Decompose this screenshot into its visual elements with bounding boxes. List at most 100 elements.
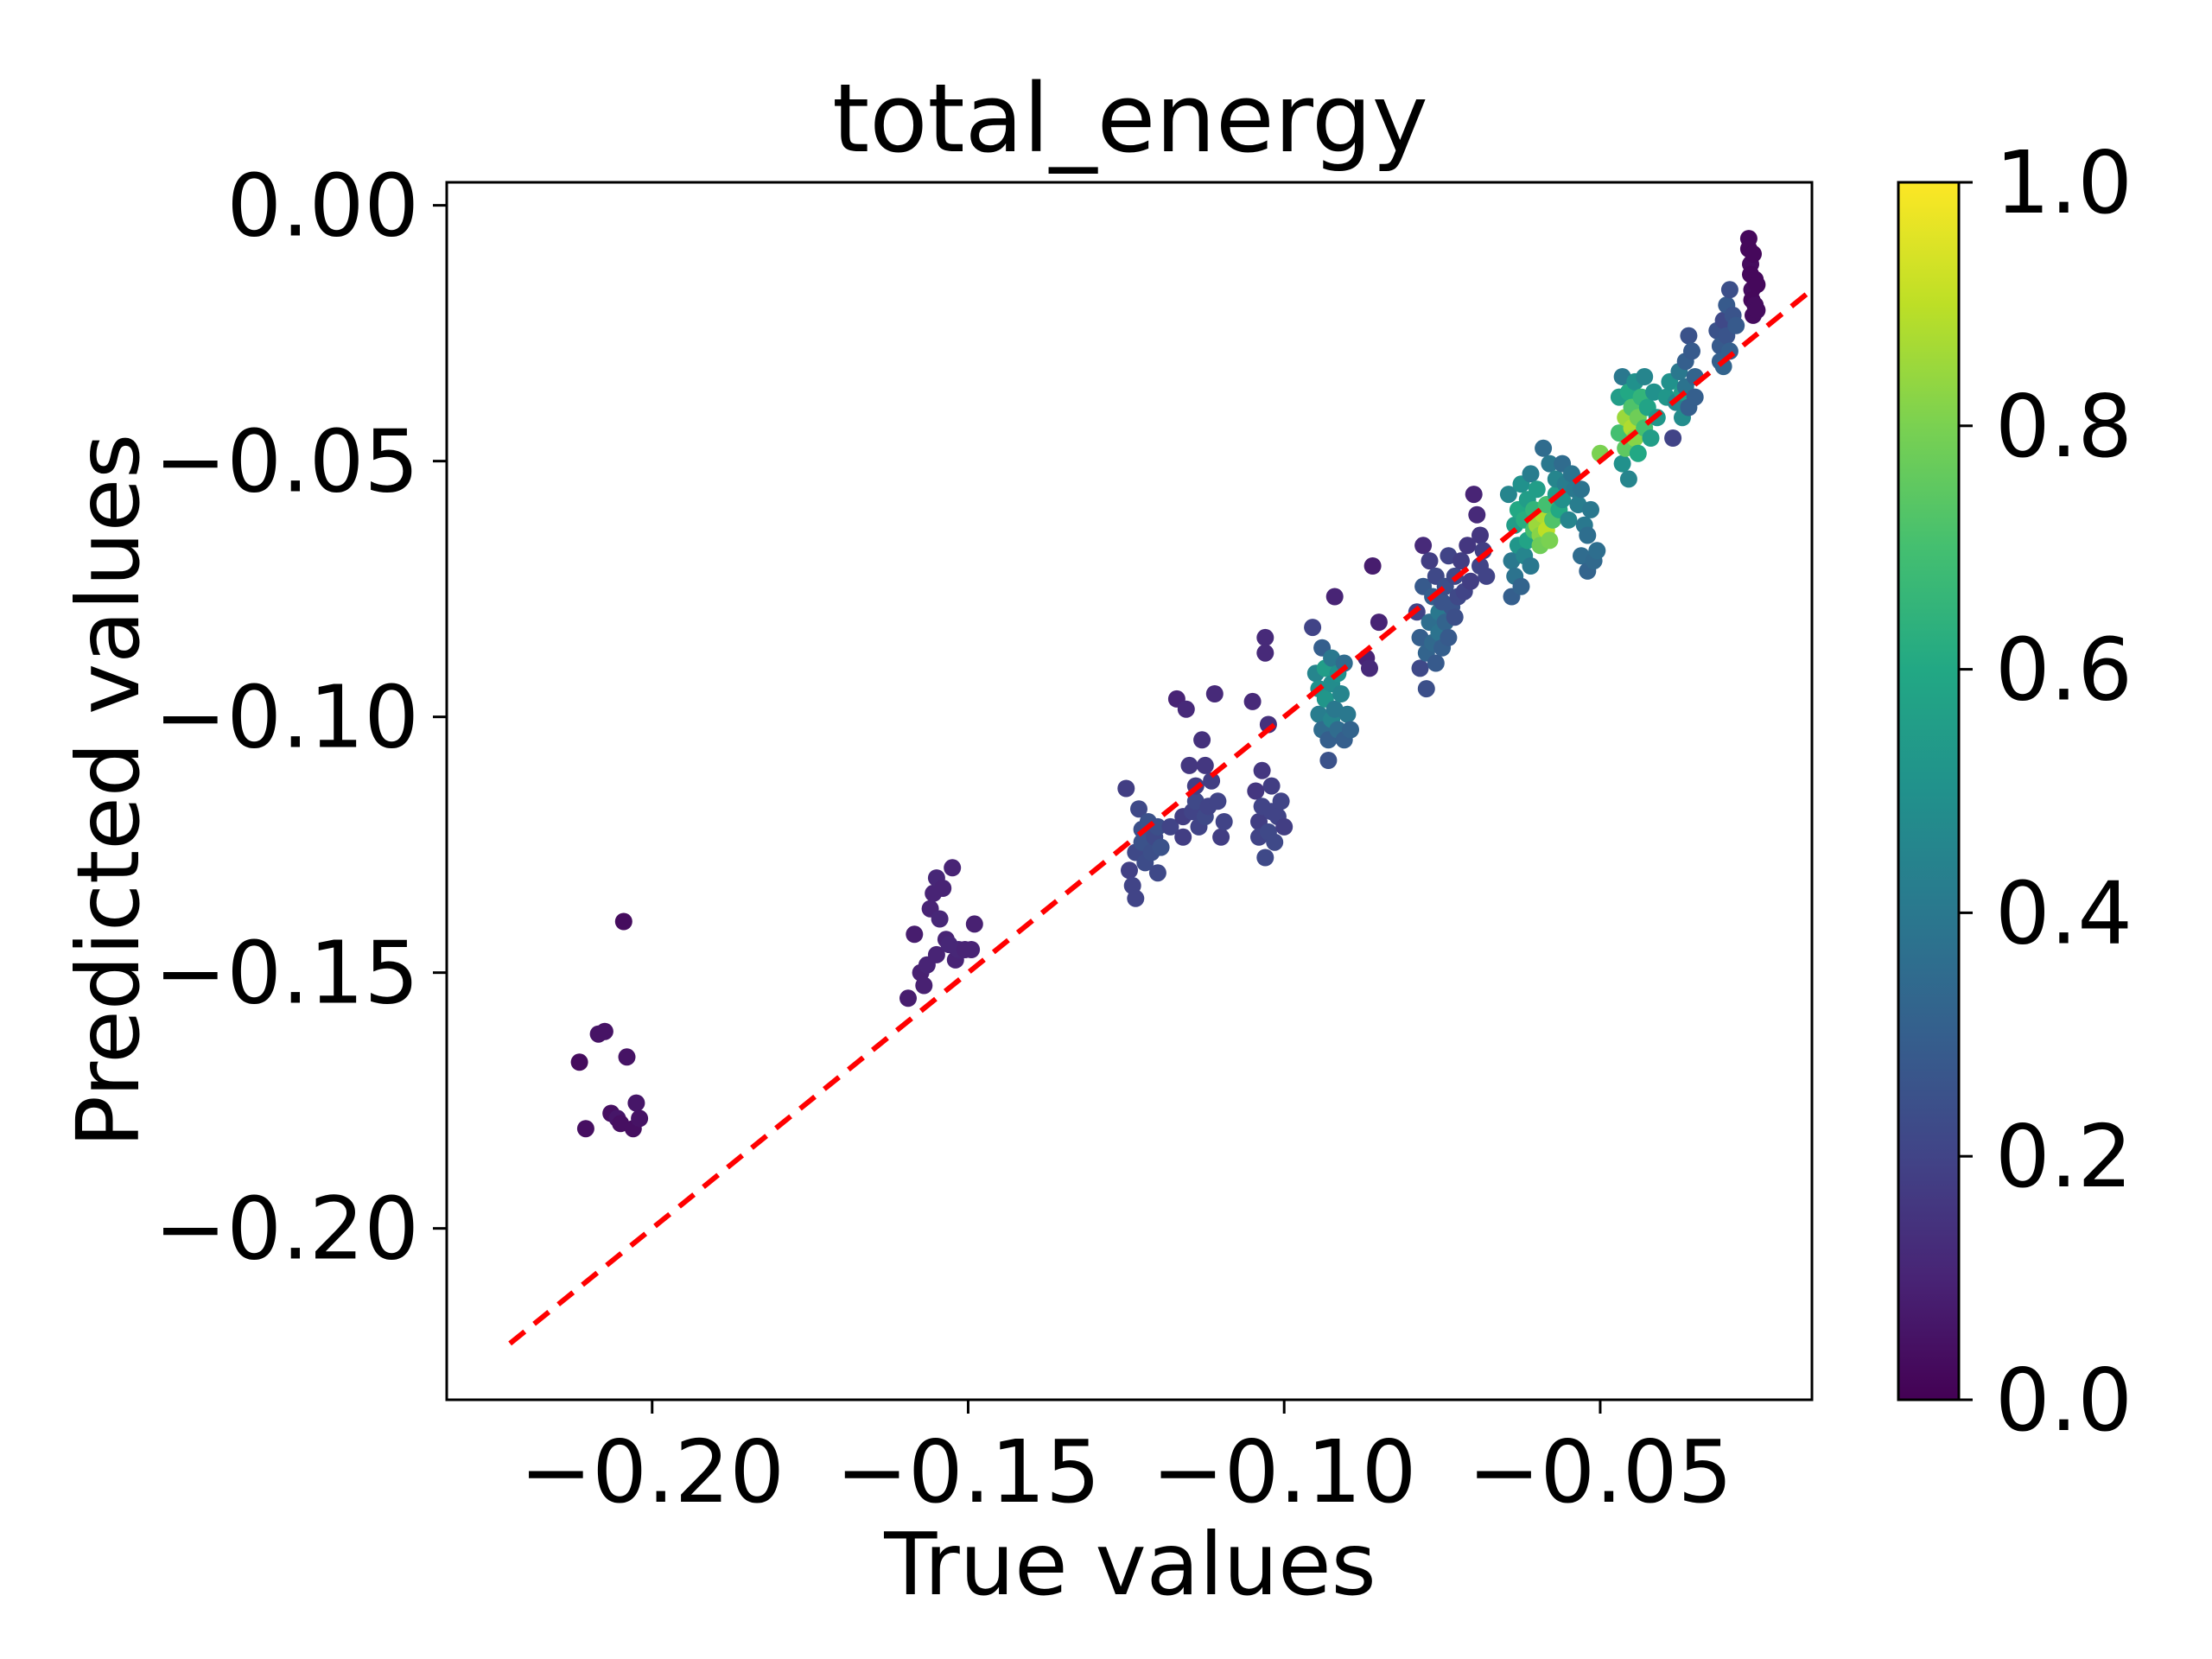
data-point bbox=[1465, 486, 1483, 504]
data-point bbox=[1243, 692, 1262, 710]
data-point bbox=[1680, 327, 1698, 345]
data-point bbox=[1275, 817, 1294, 836]
data-point bbox=[1579, 526, 1597, 544]
data-point bbox=[1193, 731, 1211, 749]
data-point bbox=[1414, 537, 1433, 555]
data-point bbox=[595, 1022, 613, 1040]
data-point bbox=[1272, 792, 1290, 810]
colorbar-tick-label: 0.8 bbox=[1995, 376, 2133, 477]
data-point bbox=[1148, 864, 1166, 882]
colorbar-axis: 0.0 0.2 0.4 0.6 0.8 1.0 bbox=[1959, 132, 2133, 1451]
data-point bbox=[1748, 276, 1766, 294]
data-point bbox=[1582, 500, 1599, 518]
y-axis-label: Predicted values bbox=[58, 434, 159, 1147]
y-tick-label: −0.20 bbox=[155, 1179, 419, 1280]
data-point bbox=[1262, 777, 1281, 795]
data-point bbox=[1588, 542, 1606, 560]
data-point bbox=[965, 915, 983, 933]
data-point bbox=[1370, 613, 1388, 632]
colorbar-tick-label: 0.2 bbox=[1995, 1106, 2133, 1207]
data-point bbox=[1411, 659, 1429, 677]
x-tick-label: −0.15 bbox=[836, 1421, 1100, 1522]
data-point bbox=[1512, 577, 1530, 595]
data-point bbox=[1535, 439, 1553, 457]
data-point bbox=[1720, 281, 1738, 299]
data-point bbox=[1253, 761, 1271, 779]
data-point bbox=[1304, 619, 1322, 637]
data-point bbox=[1256, 628, 1274, 646]
data-point bbox=[1427, 654, 1445, 672]
plot-area-frame bbox=[445, 181, 1814, 1402]
data-point bbox=[1361, 659, 1378, 677]
data-point bbox=[618, 1048, 636, 1066]
data-point bbox=[1683, 342, 1700, 360]
data-point bbox=[1127, 889, 1145, 907]
data-point bbox=[1256, 644, 1274, 662]
data-point bbox=[1573, 480, 1590, 499]
colorbar-tick-label: 0.0 bbox=[1995, 1350, 2133, 1451]
data-point bbox=[627, 1094, 645, 1112]
data-point bbox=[1462, 572, 1479, 590]
data-point bbox=[1215, 813, 1233, 830]
chart-title: total_energy bbox=[832, 63, 1428, 174]
data-point bbox=[1335, 654, 1353, 672]
x-tick-label: −0.05 bbox=[1468, 1421, 1732, 1522]
data-point bbox=[1745, 245, 1762, 263]
x-axis-label: True values bbox=[883, 1514, 1376, 1615]
data-point bbox=[1342, 721, 1359, 739]
data-point bbox=[1332, 685, 1350, 702]
y-tick-label: 0.00 bbox=[226, 156, 419, 257]
data-point bbox=[1528, 480, 1546, 499]
colorbar-tick-label: 1.0 bbox=[1995, 132, 2133, 233]
data-point bbox=[1471, 526, 1489, 544]
data-point bbox=[1629, 444, 1647, 462]
data-point bbox=[1363, 557, 1382, 575]
data-point bbox=[614, 912, 632, 931]
data-point bbox=[1459, 537, 1477, 555]
data-point bbox=[1727, 316, 1745, 334]
data-point bbox=[570, 1053, 588, 1071]
data-point bbox=[1417, 680, 1435, 698]
data-point bbox=[1121, 861, 1138, 880]
data-point bbox=[1421, 552, 1439, 570]
data-point bbox=[1522, 557, 1540, 575]
data-point bbox=[1686, 388, 1704, 406]
data-point bbox=[1642, 429, 1660, 447]
y-tick-label: −0.15 bbox=[155, 923, 419, 1024]
x-tick-label: −0.20 bbox=[520, 1421, 785, 1522]
data-point bbox=[963, 941, 981, 958]
data-point bbox=[1560, 511, 1578, 529]
data-point bbox=[1247, 782, 1265, 800]
data-point bbox=[1203, 772, 1221, 790]
data-point bbox=[1636, 368, 1654, 385]
data-point bbox=[1130, 800, 1147, 818]
data-point bbox=[1209, 792, 1227, 810]
data-point bbox=[1319, 752, 1338, 769]
data-point bbox=[1440, 628, 1458, 646]
data-point bbox=[1174, 828, 1192, 846]
data-point bbox=[1541, 454, 1559, 473]
data-point bbox=[1541, 531, 1559, 550]
data-point bbox=[931, 910, 949, 928]
data-point bbox=[1256, 849, 1274, 867]
colorbar bbox=[1897, 181, 1961, 1402]
data-point bbox=[927, 945, 945, 963]
x-tick-label: −0.10 bbox=[1152, 1421, 1416, 1522]
data-point bbox=[934, 880, 952, 897]
data-point bbox=[1152, 838, 1170, 856]
y-tick-label: −0.05 bbox=[155, 411, 419, 512]
data-point bbox=[1452, 552, 1470, 570]
data-point bbox=[631, 1109, 649, 1128]
data-point bbox=[1478, 567, 1496, 585]
data-points bbox=[570, 230, 1766, 1138]
data-point bbox=[1446, 608, 1464, 626]
data-point bbox=[1148, 817, 1166, 836]
data-point bbox=[1180, 756, 1198, 774]
colorbar-tick-label: 0.6 bbox=[1995, 620, 2133, 721]
data-point bbox=[1664, 429, 1682, 447]
data-point bbox=[906, 925, 924, 944]
data-point bbox=[1196, 756, 1214, 774]
data-point bbox=[1748, 302, 1766, 319]
